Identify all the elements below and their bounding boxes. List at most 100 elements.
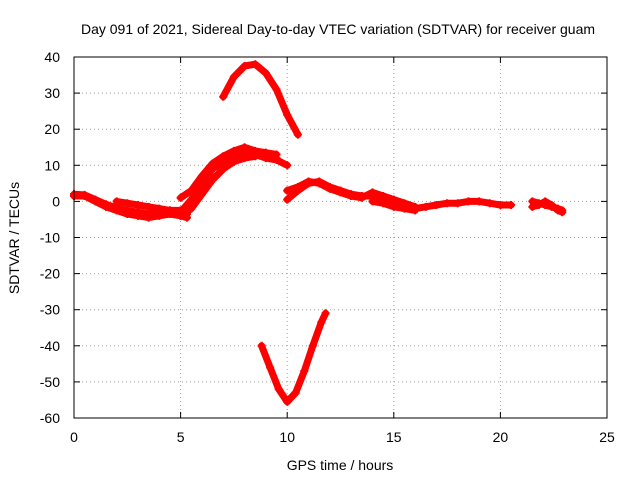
data-point: [123, 206, 132, 215]
data-series-track-k: [283, 177, 420, 211]
data-series: [70, 60, 567, 406]
data-point: [421, 202, 430, 211]
data-point: [261, 148, 270, 157]
data-point: [240, 154, 249, 163]
data-point: [496, 201, 505, 210]
data-series-track-h: [219, 60, 302, 139]
data-point: [558, 208, 567, 217]
data-point: [176, 193, 185, 202]
data-point: [283, 397, 292, 406]
data-point: [400, 204, 409, 213]
data-point: [197, 188, 206, 197]
data-series-track-i: [257, 309, 330, 406]
data-point: [251, 152, 260, 161]
data-point: [197, 172, 206, 181]
data-point: [379, 191, 388, 200]
y-tick-label: 0: [52, 193, 60, 209]
data-point: [208, 159, 217, 168]
data-point: [91, 195, 100, 204]
data-point: [553, 206, 562, 215]
data-point: [507, 201, 516, 210]
data-point: [251, 60, 260, 69]
data-series-track-f: [176, 143, 281, 202]
data-point: [357, 193, 366, 202]
data-point: [304, 177, 313, 186]
data-point: [155, 204, 164, 213]
data-series-track-n: [528, 197, 567, 217]
data-point: [389, 202, 398, 211]
data-point: [547, 201, 556, 210]
data-point: [229, 146, 238, 155]
data-point: [133, 201, 142, 210]
data-point: [321, 309, 330, 318]
x-tick-label: 25: [599, 429, 615, 445]
data-point: [272, 150, 281, 159]
data-point: [283, 161, 292, 170]
y-tick-label: -50: [40, 374, 60, 390]
data-point: [475, 197, 484, 206]
data-point: [229, 72, 238, 81]
data-point: [123, 199, 132, 208]
data-point: [283, 186, 292, 195]
x-tick-label: 20: [493, 429, 509, 445]
data-point: [283, 110, 292, 119]
x-tick-label: 15: [386, 429, 402, 445]
data-point: [291, 388, 300, 397]
data-point: [293, 182, 302, 191]
data-point: [133, 208, 142, 217]
data-point: [112, 197, 121, 206]
data-point: [187, 202, 196, 211]
data-series-track-g: [187, 152, 260, 211]
y-tick-label: -10: [40, 230, 60, 246]
data-point: [317, 318, 326, 327]
y-tick-label: 10: [44, 157, 60, 173]
data-point: [325, 184, 334, 193]
data-point: [176, 211, 185, 220]
data-point: [485, 199, 494, 208]
data-point: [272, 85, 281, 94]
x-tick-label: 0: [70, 429, 78, 445]
data-point: [240, 143, 249, 152]
y-tick-label: -20: [40, 266, 60, 282]
data-point: [528, 202, 537, 211]
y-axis-label: SDTVAR / TECUs: [6, 182, 22, 294]
data-point: [266, 363, 275, 372]
data-point: [240, 62, 249, 71]
data-point: [453, 199, 462, 208]
data-point: [219, 164, 228, 173]
data-point: [379, 199, 388, 208]
data-point: [308, 341, 317, 350]
data-point: [283, 195, 292, 204]
axes: 0 5 10 15 20 25 40 30 20 10 0 -10 -20 -30 -40 -50 -60: [40, 49, 615, 445]
y-tick-label: 40: [44, 49, 60, 65]
plot-frame: [73, 56, 608, 419]
x-tick-label: 10: [279, 429, 295, 445]
grid-lines: [74, 57, 607, 418]
data-point: [165, 206, 174, 215]
data-point: [432, 201, 441, 210]
data-point: [411, 206, 420, 215]
x-tick-label: 5: [177, 429, 185, 445]
data-point: [80, 190, 89, 199]
data-point: [144, 202, 153, 211]
data-point: [261, 69, 270, 78]
data-point: [208, 175, 217, 184]
data-point: [389, 195, 398, 204]
data-point: [293, 130, 302, 139]
y-tick-label: -30: [40, 302, 60, 318]
data-point: [187, 186, 196, 195]
series-line: [258, 309, 330, 406]
y-tick-label: 20: [44, 121, 60, 137]
data-point: [274, 385, 283, 394]
data-point: [464, 197, 473, 206]
y-tick-label: 30: [44, 85, 60, 101]
data-point: [219, 92, 228, 101]
data-point: [300, 367, 309, 376]
data-point: [368, 197, 377, 206]
data-point: [144, 210, 153, 219]
data-point: [534, 201, 543, 210]
data-point: [315, 179, 324, 188]
data-point: [229, 157, 238, 166]
data-point: [541, 197, 550, 206]
